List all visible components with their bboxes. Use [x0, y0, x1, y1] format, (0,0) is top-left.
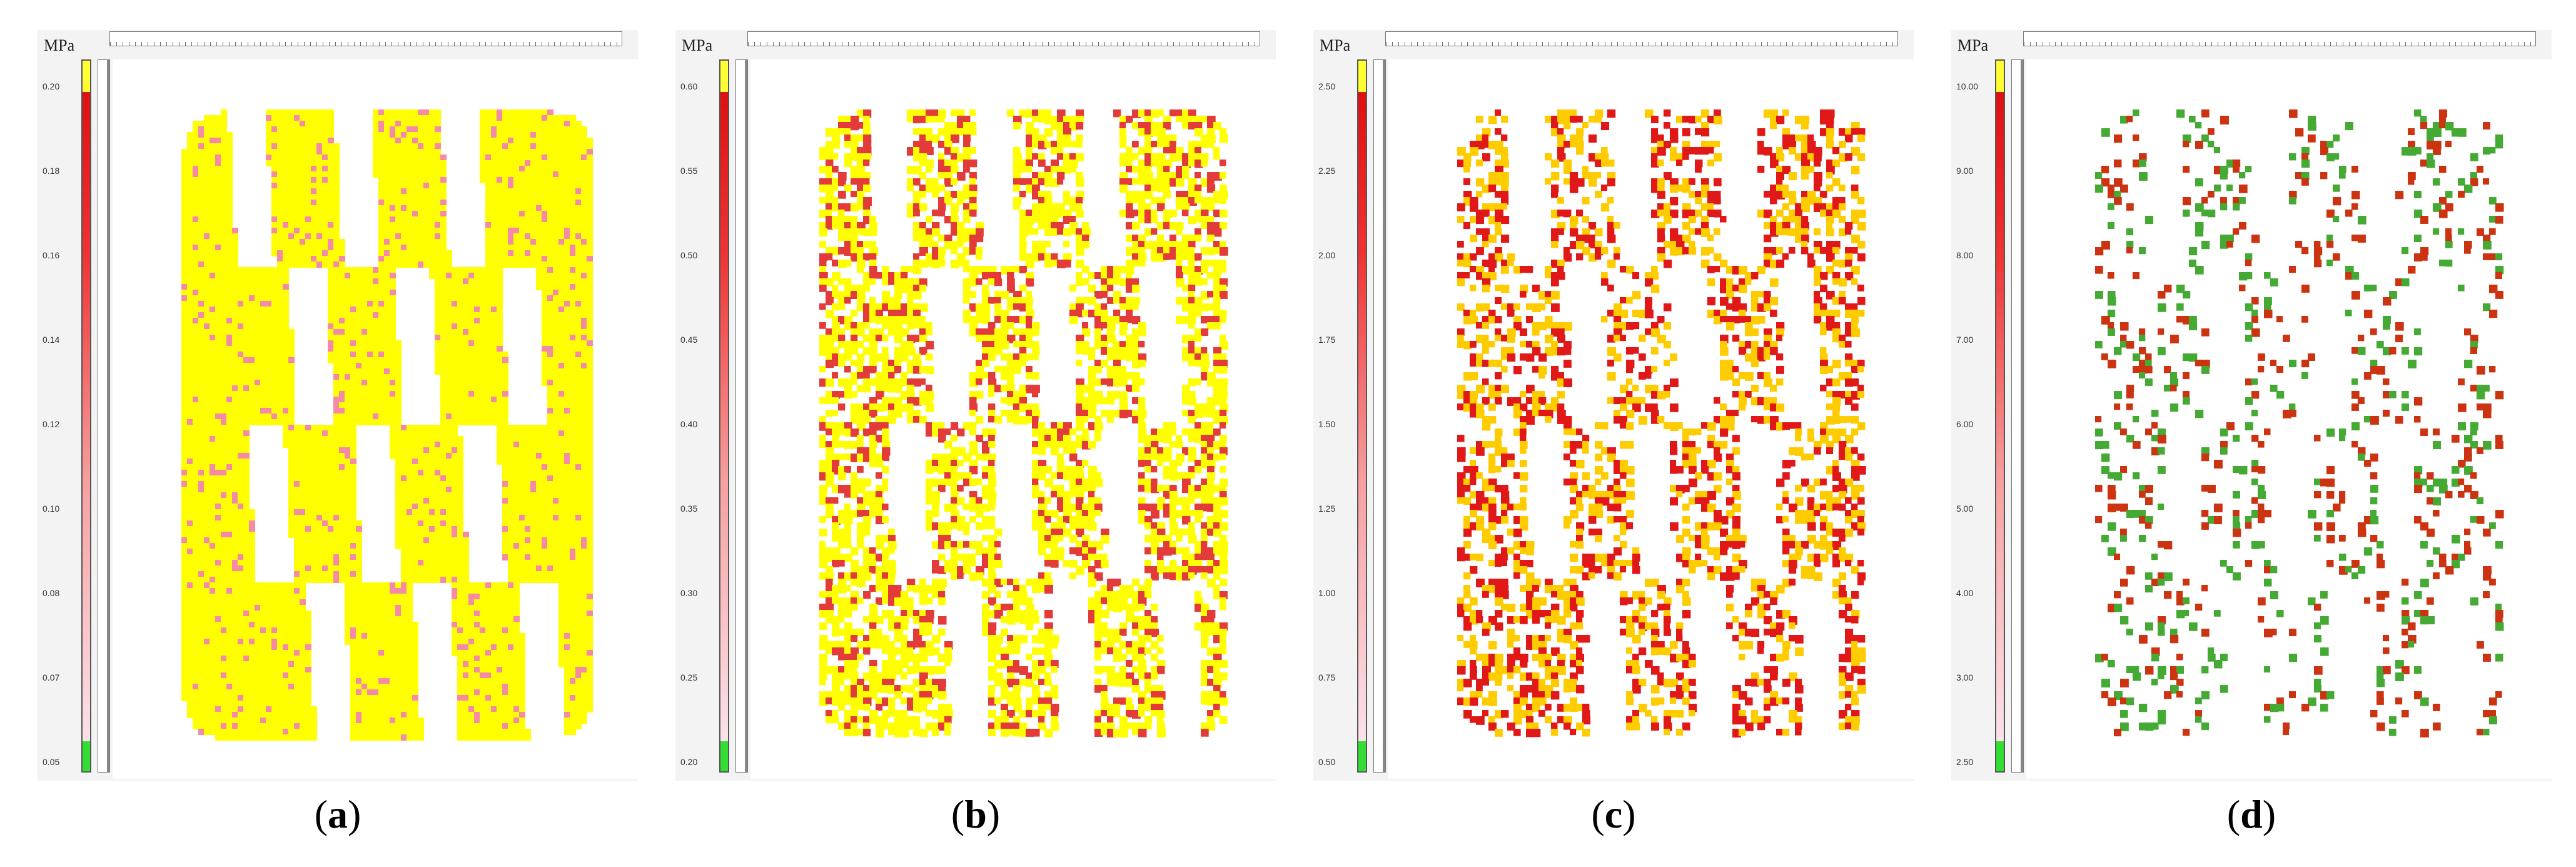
vertical-ruler	[2011, 59, 2024, 773]
scale-tick-label: 7.00	[1956, 335, 1974, 345]
caption-c: (c)	[1591, 792, 1636, 836]
pressure-map-plot	[2026, 59, 2552, 779]
scale-tick-label: 1.50	[1318, 419, 1336, 429]
scale-tick-label: 8.00	[1956, 250, 1974, 260]
scale-tick-label: 0.07	[43, 672, 60, 682]
scale-tick-label: 0.16	[43, 250, 60, 260]
units-label: MPa	[682, 36, 713, 54]
color-scale-bar	[81, 59, 91, 773]
scale-tick-label: 0.14	[43, 335, 60, 345]
tread-footprint	[181, 109, 593, 741]
panel-d: MPa 10.00 9.00 8.00 7.00 6.00 5.00 4.00 3.00 2.5…	[1951, 0, 2552, 867]
scale-tick-label: 2.50	[1318, 81, 1336, 91]
scale-tick-label: 0.60	[680, 81, 698, 91]
scale-tick-label: 1.00	[1318, 588, 1336, 598]
panel-b: MPa 0.60 0.55 0.50 0.45 0.40 0.35 0.30 0.25 0.20…	[675, 0, 1276, 867]
scale-tick-label: 0.40	[680, 419, 698, 429]
scale-tick-label: 0.12	[43, 419, 60, 429]
tread-footprint	[2095, 109, 2504, 738]
scale-tick-label: 3.00	[1956, 672, 1974, 682]
horizontal-ruler	[1385, 31, 1898, 46]
panel-c: MPa 2.50 2.25 2.00 1.75 1.50 1.25 1.00 0.75 0.50…	[1313, 0, 1914, 867]
caption-b: (b)	[951, 792, 1001, 836]
scale-tick-label: 0.75	[1318, 672, 1336, 682]
units-label: MPa	[44, 36, 75, 54]
scale-tick-label: 0.35	[680, 504, 698, 514]
color-scale-bar	[719, 59, 729, 773]
scale-tick-label: 10.00	[1956, 81, 1979, 91]
scale-tick-label: 0.20	[680, 757, 698, 767]
scale-tick-label: 4.00	[1956, 588, 1974, 598]
caption-a: (a)	[314, 792, 361, 836]
vertical-ruler	[98, 59, 110, 773]
tread-footprint	[819, 109, 1228, 738]
panel-a: MPa 0.20 0.18 0.16 0.14 0.12 0.10 0.08 0.07 0.05…	[38, 0, 638, 867]
scale-tick-label: 0.30	[680, 588, 698, 598]
scale-tick-label: 1.25	[1318, 504, 1336, 514]
scale-tick-label: 6.00	[1956, 419, 1974, 429]
scale-tick-label: 0.45	[680, 335, 698, 345]
scale-tick-label: 2.25	[1318, 166, 1336, 176]
caption-d: (d)	[2226, 792, 2276, 836]
scale-tick-label: 2.00	[1318, 250, 1336, 260]
scale-tick-label: 0.20	[43, 81, 60, 91]
units-label: MPa	[1320, 36, 1351, 54]
scale-tick-label: 0.18	[43, 166, 60, 176]
scale-tick-label: 5.00	[1956, 504, 1974, 514]
scale-tick-label: 0.25	[680, 672, 698, 682]
scale-tick-label: 1.75	[1318, 335, 1336, 345]
color-scale-bar	[1995, 59, 2005, 773]
pressure-map-plot	[750, 59, 1276, 779]
pressure-map-plot	[113, 59, 638, 779]
vertical-ruler	[1373, 59, 1386, 773]
scale-tick-label: 0.08	[43, 588, 60, 598]
horizontal-ruler	[2023, 31, 2536, 46]
pressure-map-plot	[1388, 59, 1914, 779]
tread-footprint	[1457, 109, 1866, 738]
scale-tick-label: 0.55	[680, 166, 698, 176]
scale-tick-label: 0.50	[1318, 757, 1336, 767]
scale-tick-label: 2.50	[1956, 757, 1974, 767]
scale-tick-label: 0.50	[680, 250, 698, 260]
units-label: MPa	[1957, 36, 1989, 54]
scale-tick-label: 9.00	[1956, 166, 1974, 176]
color-scale-bar	[1357, 59, 1367, 773]
horizontal-ruler	[747, 31, 1260, 46]
vertical-ruler	[735, 59, 748, 773]
scale-tick-label: 0.05	[43, 757, 60, 767]
scale-tick-label: 0.10	[43, 504, 60, 514]
horizontal-ruler	[109, 31, 622, 46]
